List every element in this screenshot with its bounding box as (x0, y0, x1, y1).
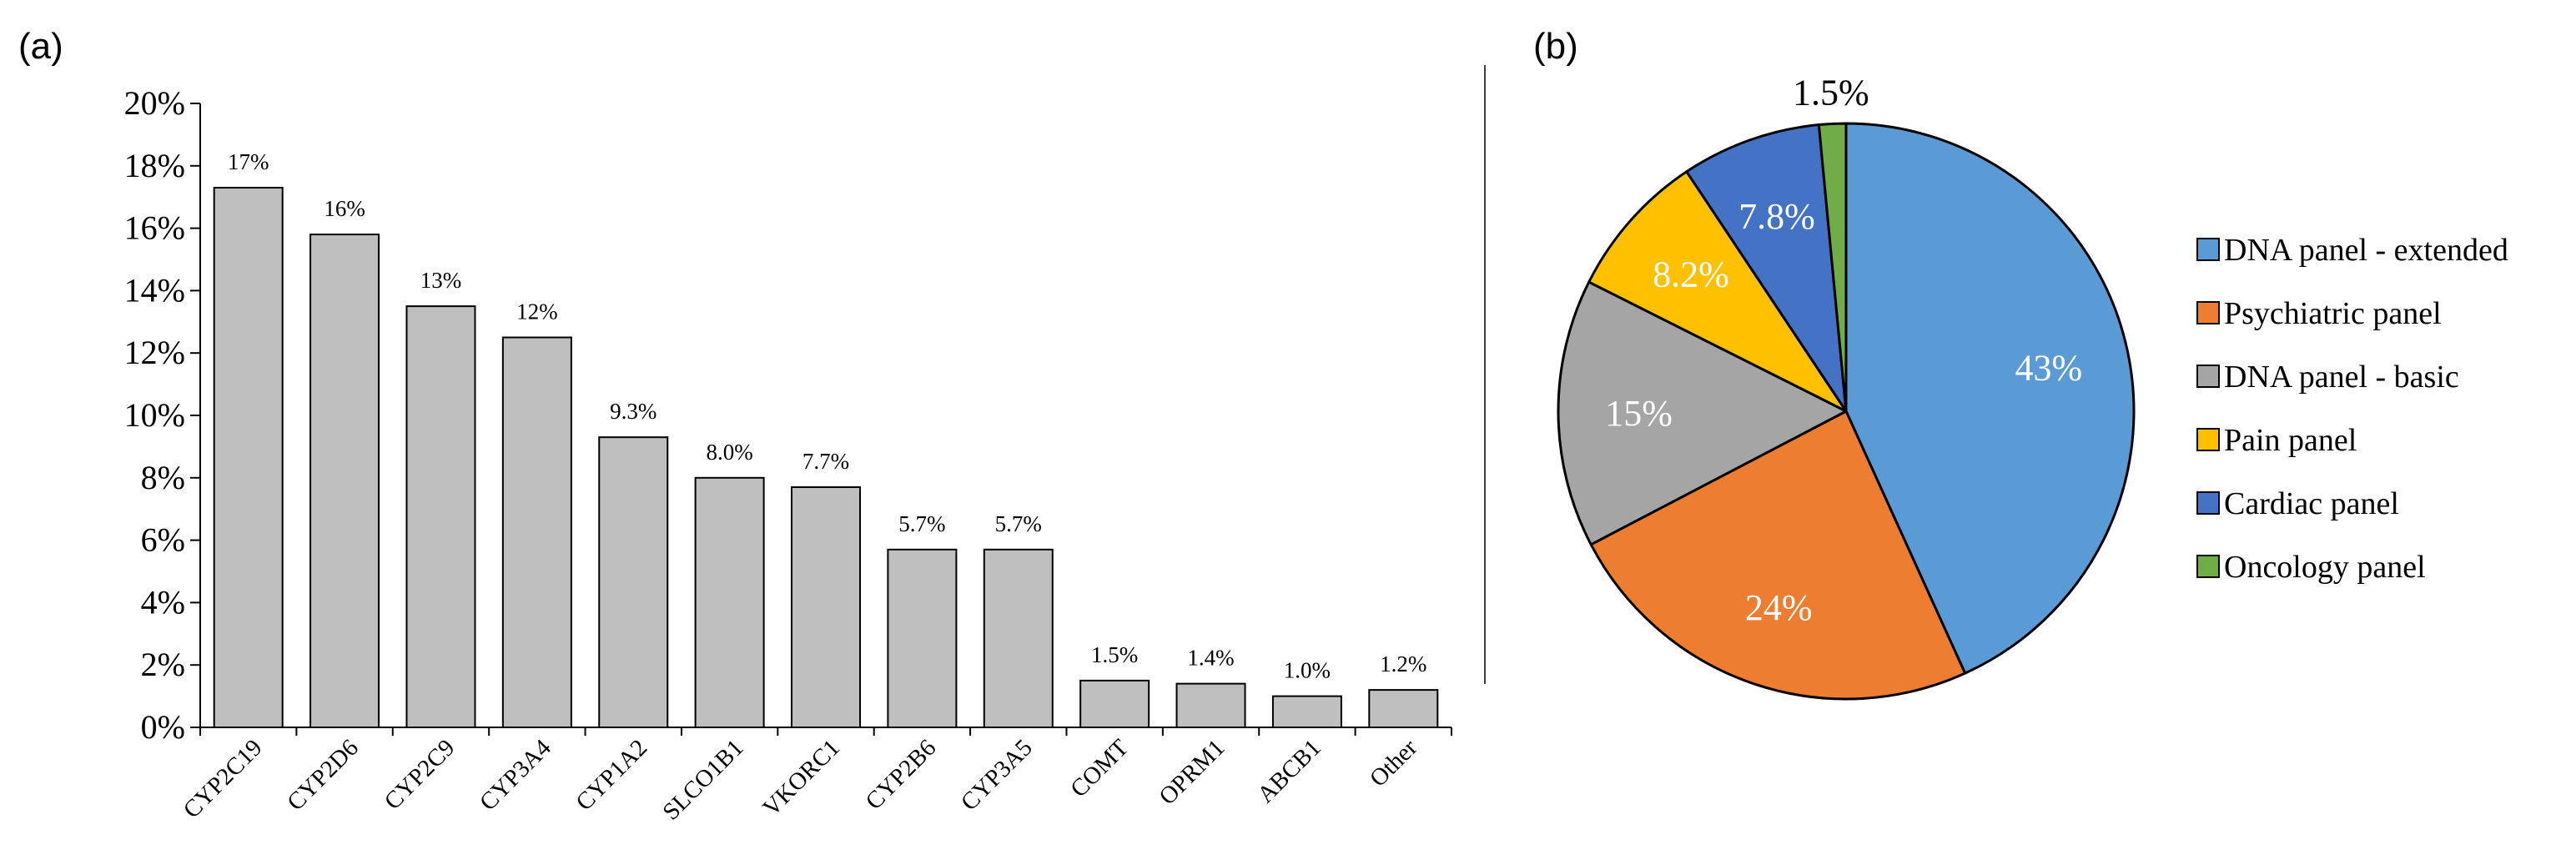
legend-item: DNA panel - extended (2196, 233, 2508, 268)
bar-data-label: 1.5% (1091, 642, 1138, 667)
legend-label: DNA panel - basic (2224, 360, 2459, 395)
legend-item: Cardiac panel (2196, 486, 2399, 521)
y-tick-label: 2% (141, 646, 185, 683)
bar (1079, 679, 1150, 729)
bar (405, 305, 476, 728)
bar-chart-bars: 17% 16% 13% 12% 9.3% 8.0% 7.7% 5.7% 5.7% 1.5% 1.4%… (213, 149, 1439, 729)
legend-swatch (2196, 491, 2220, 515)
bar (694, 476, 765, 728)
bar-data-label: 5.7% (995, 511, 1042, 536)
pie-chart-labels: 43% 24% 15% 8.2%7.8% 1.5% (1605, 72, 2082, 627)
bar (791, 486, 861, 729)
bar-data-label: 1.2% (1380, 651, 1426, 676)
pie-slice (1589, 410, 1967, 701)
legend-label: Cardiac panel (2224, 486, 2399, 521)
y-tick-label: 20% (124, 84, 185, 122)
bar-data-label: 5.7% (898, 511, 945, 536)
bar-data-label: 1.0% (1284, 658, 1331, 683)
pie-slice (1557, 280, 1848, 546)
y-tick-label: 18% (124, 147, 185, 184)
bar-data-label: 7.7% (802, 449, 849, 474)
bar (1175, 682, 1246, 729)
bar-data-label: 12% (516, 299, 558, 324)
legend-label: Psychiatric panel (2224, 296, 2442, 331)
bar (887, 548, 958, 728)
pie-slice-label: 15% (1605, 393, 1673, 434)
bar-data-label: 16% (324, 196, 365, 221)
bar-chart-y-axis: 0% 2% 4% 6% 8% 10% 12% 14% 16% 18% 20% (124, 84, 201, 746)
pie-chart-panel: (b) 43% 24% 15% 8.2%7.8% 1.5% DNA panel - ex… (1533, 26, 2508, 701)
pie-slice-label: 7.8% (1738, 196, 1815, 237)
legend-item: Psychiatric panel (2196, 296, 2442, 331)
panel-a-label: (a) (18, 26, 63, 67)
y-tick-label: 14% (124, 271, 185, 309)
y-tick-label: 8% (141, 459, 185, 496)
y-tick-label: 10% (124, 396, 185, 434)
y-tick-label: 6% (141, 521, 185, 559)
bar-data-label: 13% (420, 268, 462, 293)
bar (213, 186, 284, 729)
pie-slice-label: 8.2% (1653, 254, 1729, 294)
bar (1368, 689, 1439, 728)
legend-swatch (2196, 555, 2220, 578)
pie-slice (1587, 170, 1848, 413)
pie-slice (1685, 123, 1848, 413)
bar-data-label: 1.4% (1187, 646, 1234, 671)
legend-item: DNA panel - basic (2196, 360, 2459, 395)
legend-swatch (2196, 301, 2220, 324)
bar (598, 436, 669, 728)
legend-label: Pain panel (2224, 423, 2357, 458)
legend-item: Oncology panel (2196, 550, 2426, 585)
legend-swatch (2196, 238, 2220, 261)
legend-swatch (2196, 428, 2220, 451)
pie-slice-label: 1.5% (1793, 72, 1869, 113)
legend-swatch (2196, 365, 2220, 388)
pie-slice (1817, 122, 1848, 413)
bar (309, 234, 380, 728)
pie-slice-label: 43% (2015, 347, 2082, 388)
legend-item: Pain panel (2196, 423, 2357, 458)
y-tick-label: 16% (124, 209, 185, 247)
bar-data-label: 17% (228, 149, 269, 174)
y-tick-label: 0% (141, 708, 185, 746)
bar (983, 548, 1054, 728)
pie-slice (1844, 122, 2136, 675)
bar (501, 336, 572, 728)
bar-data-label: 9.3% (610, 399, 657, 424)
legend-label: Oncology panel (2224, 550, 2426, 585)
pie-chart-slices (1557, 122, 2136, 701)
panel-b-label: (b) (1533, 26, 1578, 67)
legend-label: DNA panel - extended (2224, 233, 2508, 268)
y-tick-label: 12% (124, 334, 185, 371)
bar-data-label: 8.0% (706, 440, 752, 465)
bar (1271, 695, 1342, 728)
pie-chart-legend: DNA panel - extended Psychiatric panel DNA… (2196, 233, 2508, 585)
pie-slice-label: 24% (1745, 587, 1813, 628)
y-tick-label: 4% (141, 583, 185, 621)
